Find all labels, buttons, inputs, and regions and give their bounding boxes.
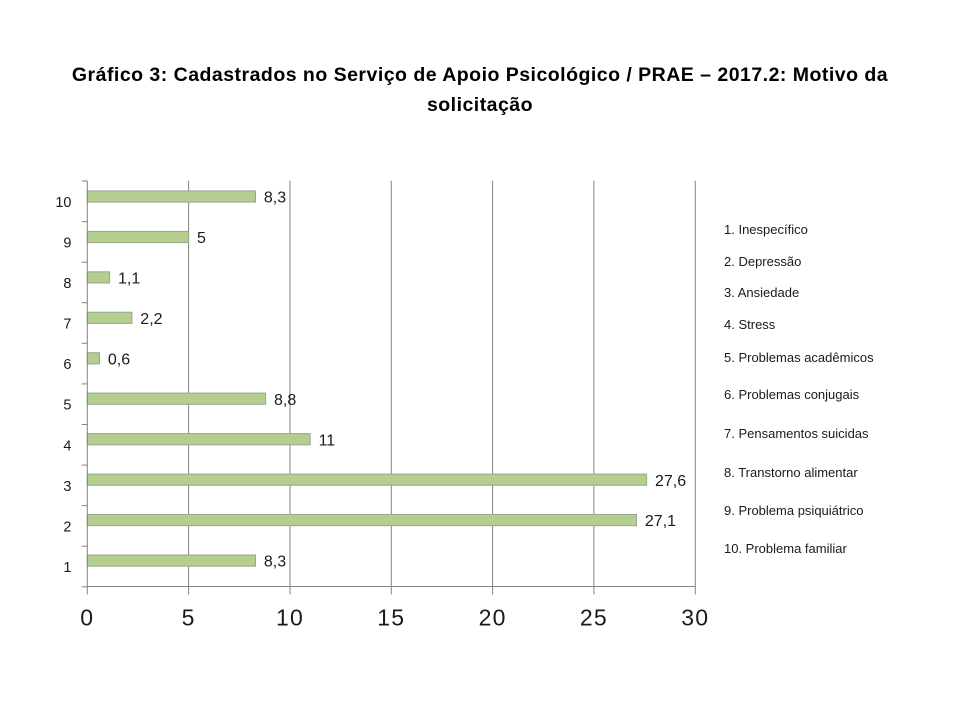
svg-text:9: 9 <box>63 235 71 251</box>
svg-text:6: 6 <box>63 357 71 373</box>
svg-text:5: 5 <box>197 230 206 247</box>
svg-text:7: 7 <box>63 317 71 333</box>
svg-text:30: 30 <box>681 605 709 631</box>
svg-text:27,1: 27,1 <box>645 513 676 530</box>
svg-text:2: 2 <box>63 519 71 535</box>
svg-text:25: 25 <box>580 605 608 631</box>
svg-text:1: 1 <box>63 560 71 576</box>
svg-text:8,8: 8,8 <box>274 392 296 409</box>
svg-text:10: 10 <box>55 195 71 211</box>
svg-text:8: 8 <box>63 276 71 292</box>
svg-text:8,3: 8,3 <box>264 190 286 207</box>
svg-text:2,2: 2,2 <box>140 311 162 328</box>
svg-text:10: 10 <box>276 605 304 631</box>
svg-text:4: 4 <box>63 438 71 454</box>
svg-text:3: 3 <box>63 479 71 495</box>
svg-text:0,6: 0,6 <box>108 351 130 368</box>
svg-text:20: 20 <box>479 605 507 631</box>
svg-text:8,3: 8,3 <box>264 554 286 571</box>
svg-text:5: 5 <box>63 398 71 414</box>
svg-text:15: 15 <box>377 605 405 631</box>
svg-text:1,1: 1,1 <box>118 271 140 288</box>
svg-text:27,6: 27,6 <box>655 473 686 490</box>
svg-text:11: 11 <box>319 432 336 449</box>
svg-text:5: 5 <box>182 605 196 631</box>
svg-text:0: 0 <box>80 605 94 631</box>
